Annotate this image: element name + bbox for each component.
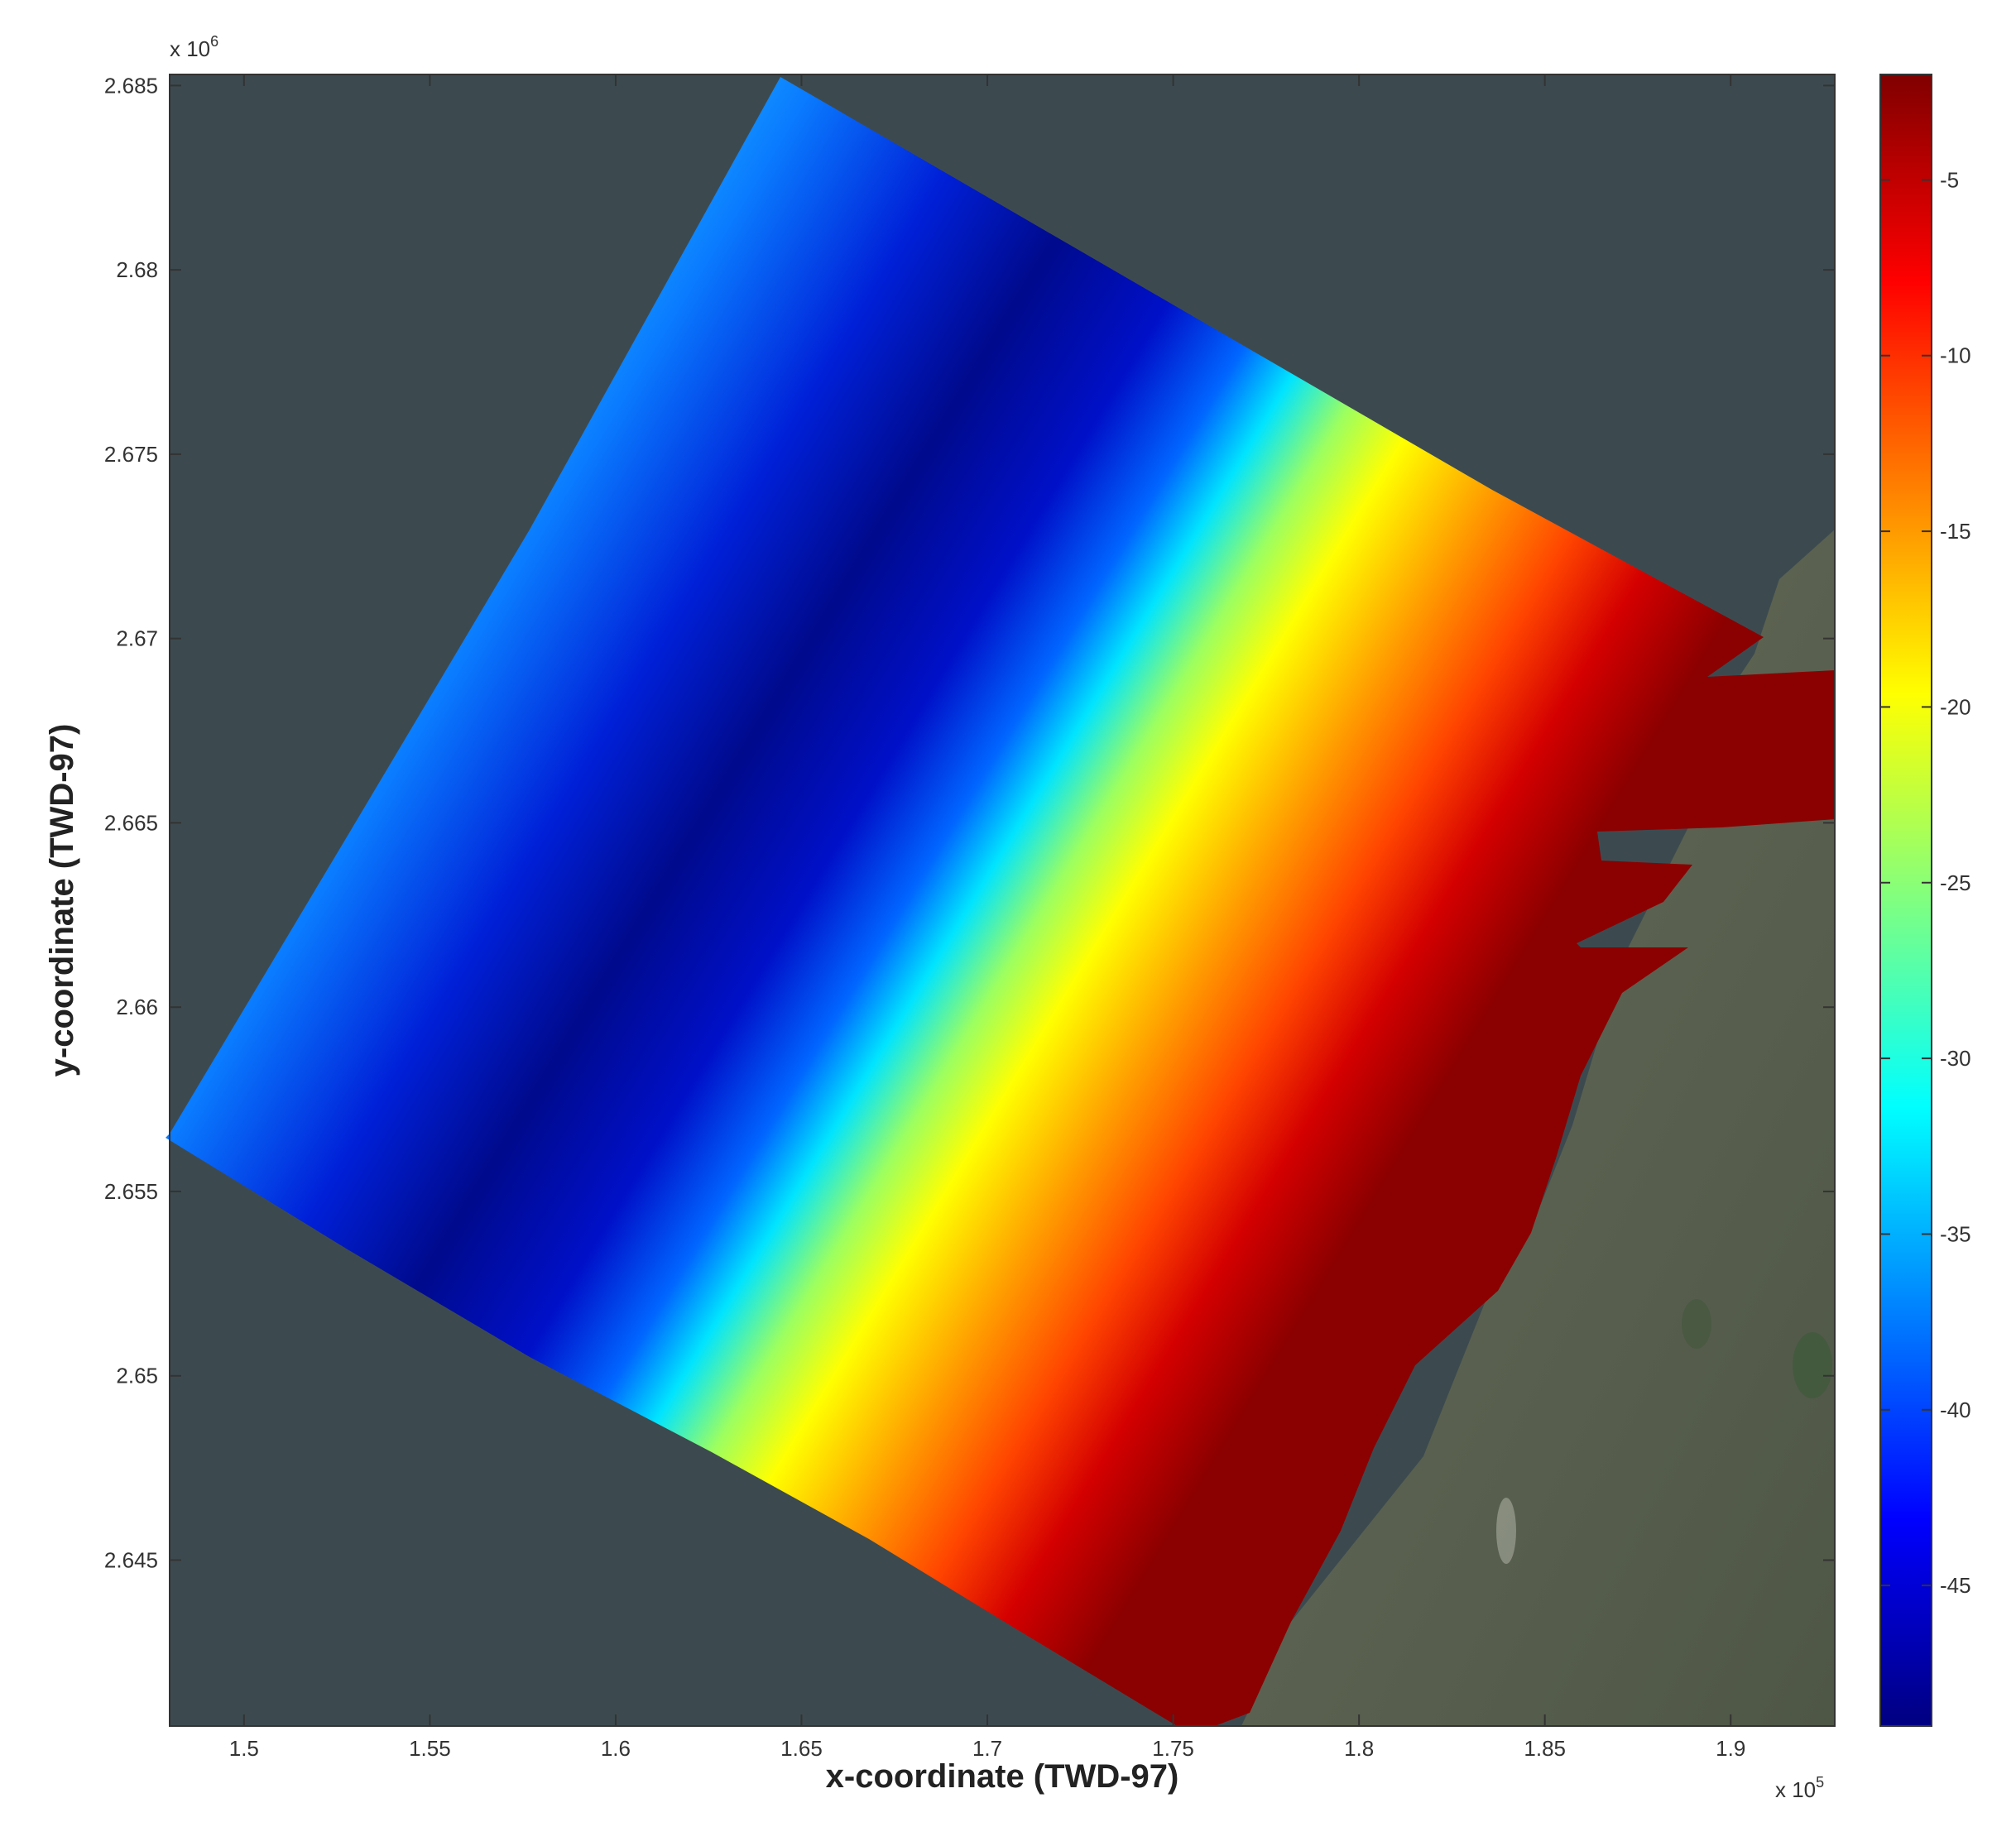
colorbar-tick-label: -20: [1940, 694, 1971, 719]
y-tick-label: 2.66: [116, 995, 158, 1019]
colorbar-tick-label: -5: [1940, 167, 1959, 192]
colorbar-tick-label: -45: [1940, 1573, 1971, 1598]
x-tick-label: 1.6: [601, 1736, 631, 1761]
plot-frame: [169, 74, 1836, 1727]
y-tick-label: 2.67: [116, 626, 158, 651]
y-tick-label: 2.655: [104, 1179, 158, 1204]
y-axis-ticks: 2.645 2.65 2.655 2.66 2.665 2.67 2.675 2.68 2.68…: [104, 73, 1835, 1573]
x-tick-label: 1.9: [1716, 1736, 1745, 1761]
bathymetry-domain: [166, 77, 1836, 1727]
y-tick-label: 2.65: [116, 1364, 158, 1388]
colorbar-tick-label: -10: [1940, 343, 1971, 368]
y-axis-multiplier: x 106: [170, 33, 218, 61]
colorbar-tick-label: -40: [1940, 1398, 1971, 1422]
x-tick-label: 1.8: [1344, 1736, 1374, 1761]
y-tick-label: 2.685: [104, 73, 158, 98]
x-tick-label: 1.7: [972, 1736, 1002, 1761]
x-axis-multiplier: x 105: [1775, 1774, 1824, 1802]
colorbar-tick-label: -25: [1940, 870, 1971, 895]
colorbar-ticks: -5 -10 -15 -20 -25 -30 -35 -40 -45: [1880, 167, 1971, 1598]
colorbar-tick-label: -15: [1940, 519, 1971, 544]
x-tick-label: 1.85: [1524, 1736, 1566, 1761]
x-tick-label: 1.65: [780, 1736, 823, 1761]
x-tick-label: 1.55: [409, 1736, 451, 1761]
y-tick-label: 2.645: [104, 1548, 158, 1573]
x-tick-label: 1.5: [229, 1736, 259, 1761]
x-axis-label: x-coordinate (TWD-97): [826, 1758, 1179, 1795]
x-tick-label: 1.75: [1152, 1736, 1194, 1761]
colorbar-tick-label: -35: [1940, 1221, 1971, 1246]
colorbar-tick-label: -30: [1940, 1046, 1971, 1071]
colorbar: [1879, 74, 1932, 1727]
land-area: [1241, 530, 1835, 1726]
y-axis-label: y-coordinate (TWD-97): [44, 724, 80, 1077]
y-tick-label: 2.665: [104, 810, 158, 835]
y-tick-label: 2.68: [116, 257, 158, 282]
y-tick-label: 2.675: [104, 442, 158, 467]
x-axis-ticks: 1.5 1.55 1.6 1.65 1.7 1.75 1.8 1.85 1.9: [229, 74, 1745, 1761]
